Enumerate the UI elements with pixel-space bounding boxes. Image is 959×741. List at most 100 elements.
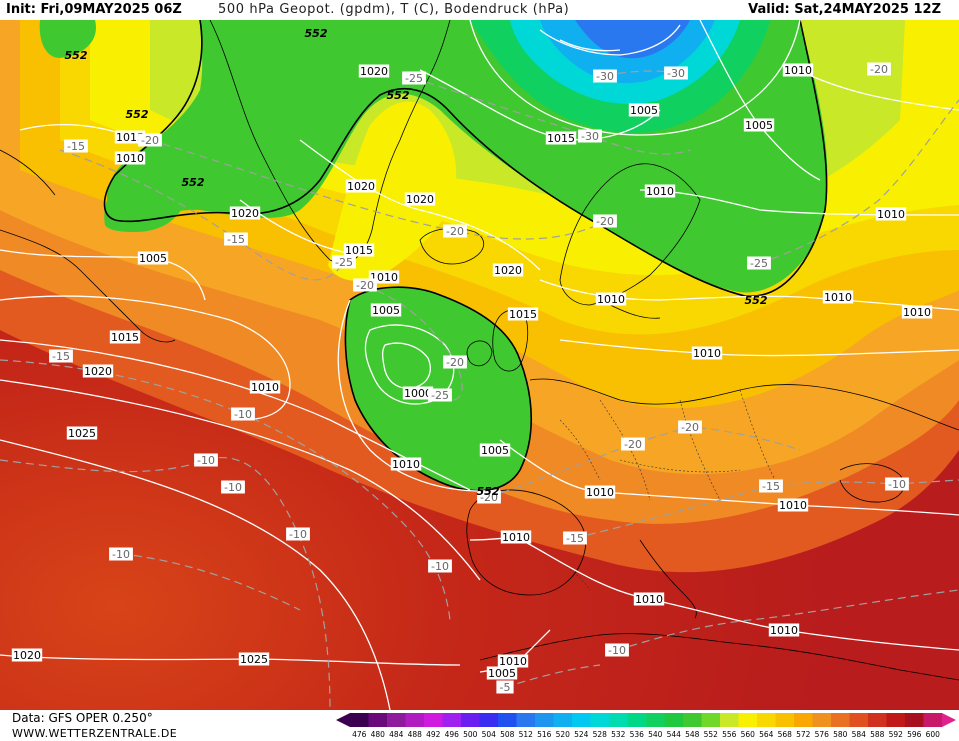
isobar-label-box [595, 292, 627, 306]
colorbar-swatch [646, 713, 665, 727]
temperature-label-box [286, 527, 310, 541]
isobar-label-box [584, 485, 616, 499]
temperature-label-text: -10 [431, 560, 449, 573]
colorbar-swatch [479, 713, 499, 727]
temperature-label-text: -10 [608, 644, 626, 657]
isobar-label-box [492, 263, 524, 277]
colorbar-legend: 476 480 484 488 492 496 500 504 508 512 516 520 524 5… [336, 713, 956, 739]
isobar-label: 1010 [691, 346, 723, 360]
temperature-label-box [664, 66, 688, 80]
temperature-label: -20 [678, 420, 702, 434]
temperature-label: -10 [605, 643, 629, 657]
temperature-label-text: -10 [197, 454, 215, 467]
colorbar-tick: 524 [574, 730, 589, 739]
isobar-label: 1005 [137, 251, 169, 265]
valid-time: Valid: Sat,24MAY2025 12Z [748, 2, 941, 17]
map-header: Init: Fri,09MAY2025 06Z 500 hPa Geopot. … [0, 0, 959, 20]
colorbar-tick: 556 [722, 730, 737, 739]
colorbar-tick: 584 [852, 730, 867, 739]
temperature-label-text: -25 [335, 256, 353, 269]
geopotential-label: 552 [126, 108, 149, 121]
geopotential-label: 552 [305, 27, 328, 40]
temperature-label-box [678, 420, 702, 434]
isobar-label: 1010 [875, 207, 907, 221]
temperature-label-text: -15 [67, 140, 85, 153]
temperature-label-text: -20 [596, 215, 614, 228]
isobar-label-box [628, 103, 660, 117]
temperature-label: -10 [221, 480, 245, 494]
map-footer: Data: GFS OPER 0.250° WWW.WETTERZENTRALE… [0, 710, 959, 741]
isobar-label-box [370, 303, 402, 317]
colorbar-tick: 572 [796, 730, 811, 739]
colorbar-tick: 564 [759, 730, 774, 739]
isobar-label-text: 1015 [116, 131, 144, 144]
isobar-label-text: 1015 [547, 132, 575, 145]
colorbar-tick: 588 [870, 730, 885, 739]
isobar-label-text: 1010 [877, 208, 905, 221]
isobar-label-text: 1025 [240, 653, 268, 666]
isobar-label-text: 1010 [693, 347, 721, 360]
colorbar-tick: 568 [778, 730, 793, 739]
isobar-label: 1010 [644, 184, 676, 198]
temperature-labels: -25 -30 -30 -20-30-20-15-20-20-15-25 -25-20-… [49, 62, 909, 694]
colorbar-swatch [627, 713, 647, 727]
colorbar-tick: 532 [611, 730, 626, 739]
isobar-label-box [782, 63, 814, 77]
isobar-label-box [404, 192, 436, 206]
temperature-label: -20 [477, 490, 501, 504]
colorbar-swatch [461, 713, 480, 727]
isobar-label: 1010 [633, 592, 665, 606]
colorbar-swatch [738, 713, 758, 727]
colorbar-tick: 540 [648, 730, 663, 739]
isobar-label-box [358, 64, 390, 78]
map-title: 500 hPa Geopot. (gpdm), T (C), Bodendruc… [218, 2, 570, 17]
isobar-label-text: 1005 [481, 444, 509, 457]
isobar-label-text: 1015 [345, 244, 373, 257]
temperature-label-box [477, 490, 501, 504]
isobar-label-text: 1010 [251, 381, 279, 394]
temperature-label-text: -25 [750, 257, 768, 270]
contour-552-north [103, 20, 828, 297]
temperature-label-box [593, 69, 617, 83]
colorbar-swatch [831, 713, 850, 727]
isobar-label: 1010 [822, 290, 854, 304]
isobar-label: 1005 [486, 666, 518, 680]
contour-552-low [344, 286, 532, 492]
isobar-label-text: 1010 [392, 458, 420, 471]
temperature-label-text: -10 [289, 528, 307, 541]
colorbar-swatch [387, 713, 406, 727]
isobar-label-box [507, 307, 539, 321]
isobar-label: 1010 [497, 654, 529, 668]
temperature-label-text: -20 [356, 279, 374, 292]
colorbar-swatch [498, 713, 517, 727]
colorbar-swatch [350, 713, 369, 727]
temperature-label-box [428, 388, 452, 402]
temperature-label: -20 [353, 278, 377, 292]
colorbar-tick: 544 [667, 730, 682, 739]
isobar-label-box [479, 443, 511, 457]
isobar-label-box [497, 654, 529, 668]
isobar-label-text: 1020 [231, 207, 259, 220]
temperature-label-box [759, 479, 783, 493]
isobar-label-box [901, 305, 933, 319]
isobar-label: 1020 [404, 192, 436, 206]
colorbar-swatch [868, 713, 887, 727]
isobar-label: 1010 [249, 380, 281, 394]
isobar-label: 1020 [345, 179, 377, 193]
isobar-label-text: 1010 [903, 306, 931, 319]
temperature-label-box [578, 129, 602, 143]
isobar-label-box [822, 290, 854, 304]
colorbar-tick: 552 [704, 730, 719, 739]
temperature-label-text: -20 [480, 491, 498, 504]
temperature-label-text: -20 [446, 356, 464, 369]
temperature-label: -10 [194, 453, 218, 467]
isobar-label-text: 1010 [779, 499, 807, 512]
website: WWW.WETTERZENTRALE.DE [12, 727, 178, 740]
geopotential-label: 552 [65, 49, 88, 62]
colorbar-swatch [683, 713, 702, 727]
isobar-label: 1020 [82, 364, 114, 378]
colorbar-swatch [516, 713, 536, 727]
geopotential-label: 552 [387, 89, 410, 102]
isobar-label-text: 1020 [494, 264, 522, 277]
isobar-label: 1010 [777, 498, 809, 512]
